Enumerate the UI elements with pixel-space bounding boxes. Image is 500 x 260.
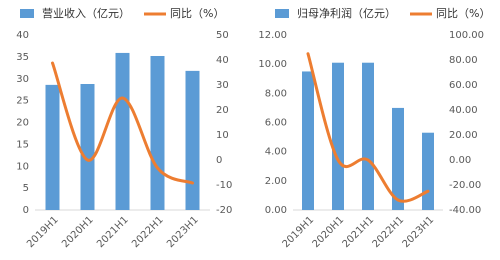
y-tick-label: 15 (16, 139, 29, 150)
x-tick-label: 2022H1 (371, 214, 407, 250)
y-tick-label: 4.00 (265, 147, 287, 158)
y2-tick-label: 40.00 (449, 105, 478, 116)
legend-label: 同比（%） (436, 7, 490, 20)
line (306, 52, 430, 203)
x-tick-label: 2019H1 (25, 214, 61, 250)
y-tick-label: 20 (16, 118, 29, 129)
y-tick-label: 40 (16, 30, 29, 41)
bar (185, 70, 200, 210)
bar (80, 84, 95, 210)
y2-tick-label: 50 (216, 30, 229, 41)
y2-tick-label: 0 (216, 155, 222, 166)
y-tick-label: 0.00 (265, 205, 287, 216)
y-tick-label: 8.00 (265, 88, 287, 99)
y-tick-label: 10.00 (258, 59, 287, 70)
y-tick-label: 30 (16, 74, 29, 85)
y2-tick-label: 10 (216, 130, 229, 141)
x-tick-label: 2022H1 (130, 214, 166, 250)
x-tick-label: 2020H1 (60, 214, 96, 250)
bar (115, 52, 130, 210)
legend-swatch (20, 9, 34, 18)
y2-tick-label: -40.00 (449, 205, 481, 216)
y2-tick-label: -10 (216, 180, 232, 191)
bar (422, 132, 434, 210)
y2-tick-label: 20.00 (449, 130, 478, 141)
bar (392, 107, 404, 210)
y2-tick-label: 80.00 (449, 55, 478, 66)
legend-label: 归母净利润（亿元） (297, 6, 396, 20)
y-tick-label: 5 (23, 183, 29, 194)
bar (150, 56, 165, 210)
legend-label: 营业收入（亿元） (42, 6, 130, 20)
y-tick-label: 10 (16, 161, 29, 172)
legend-label: 同比（%） (170, 7, 224, 20)
x-tick-label: 2019H1 (281, 214, 317, 250)
y-tick-label: 0 (23, 205, 29, 216)
bar (362, 62, 374, 211)
y2-tick-label: 60.00 (449, 80, 478, 91)
y2-tick-label: -20.00 (449, 180, 481, 191)
legend-swatch (275, 9, 289, 18)
y2-tick-label: -20 (216, 205, 232, 216)
y-tick-label: 6.00 (265, 118, 287, 129)
x-tick-label: 2021H1 (95, 214, 131, 250)
x-tick-label: 2023H1 (165, 214, 201, 250)
y-tick-label: 35 (16, 52, 29, 63)
bar (45, 84, 60, 210)
y2-tick-label: 40 (216, 55, 229, 66)
y-tick-label: 2.00 (265, 176, 287, 187)
y2-tick-label: 20 (216, 105, 229, 116)
bar (302, 71, 314, 210)
x-tick-label: 2021H1 (341, 214, 377, 250)
y-tick-label: 25 (16, 96, 29, 107)
y2-tick-label: 100.00 (449, 30, 484, 41)
line (51, 61, 194, 185)
x-tick-label: 2023H1 (401, 214, 437, 250)
bar (332, 62, 344, 211)
y-tick-label: 12.00 (258, 30, 287, 41)
x-tick-label: 2020H1 (311, 214, 347, 250)
y2-tick-label: 0.00 (449, 155, 471, 166)
y2-tick-label: 30 (216, 80, 229, 91)
